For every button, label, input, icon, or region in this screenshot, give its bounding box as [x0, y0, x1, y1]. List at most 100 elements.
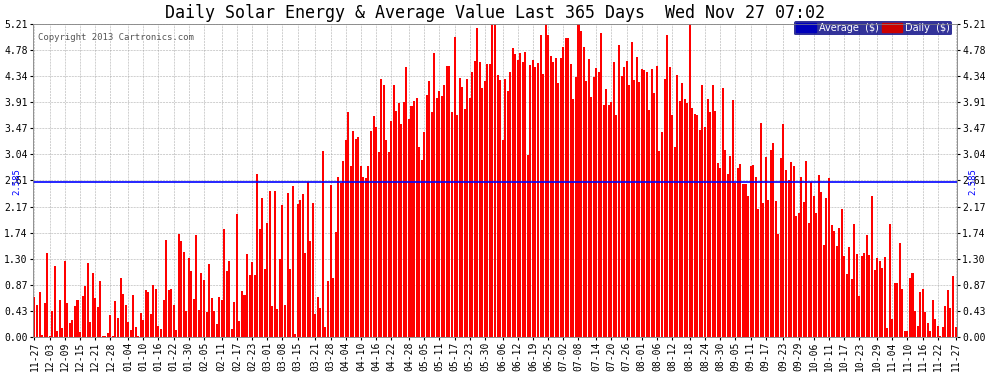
- Bar: [258, 230, 260, 337]
- Bar: [552, 62, 554, 337]
- Bar: [901, 290, 904, 337]
- Bar: [782, 124, 784, 337]
- Bar: [772, 143, 774, 337]
- Bar: [808, 224, 810, 337]
- Bar: [274, 191, 276, 337]
- Bar: [863, 253, 865, 337]
- Bar: [431, 112, 433, 337]
- Bar: [49, 336, 50, 337]
- Bar: [125, 305, 127, 337]
- Bar: [940, 336, 941, 337]
- Bar: [486, 64, 488, 337]
- Bar: [912, 273, 914, 337]
- Bar: [317, 297, 319, 337]
- Bar: [899, 243, 901, 337]
- Bar: [522, 62, 524, 337]
- Bar: [279, 259, 281, 337]
- Bar: [456, 115, 458, 337]
- Bar: [390, 121, 392, 337]
- Bar: [343, 161, 345, 337]
- Bar: [949, 308, 951, 337]
- Bar: [514, 54, 516, 337]
- Bar: [497, 75, 499, 337]
- Bar: [543, 74, 545, 337]
- Bar: [446, 66, 447, 337]
- Bar: [787, 180, 790, 337]
- Bar: [58, 300, 60, 337]
- Bar: [208, 264, 210, 337]
- Bar: [229, 261, 231, 337]
- Bar: [476, 28, 478, 337]
- Bar: [886, 328, 888, 337]
- Bar: [269, 191, 271, 337]
- Bar: [451, 111, 453, 337]
- Bar: [320, 308, 322, 337]
- Bar: [388, 152, 390, 337]
- Bar: [904, 331, 906, 337]
- Bar: [504, 79, 506, 337]
- Bar: [517, 60, 519, 337]
- Bar: [653, 93, 655, 337]
- Bar: [922, 289, 924, 337]
- Bar: [572, 99, 574, 337]
- Bar: [588, 59, 590, 337]
- Bar: [686, 103, 688, 337]
- Bar: [175, 330, 177, 337]
- Bar: [770, 150, 772, 337]
- Bar: [221, 300, 223, 337]
- Bar: [218, 297, 220, 337]
- Bar: [304, 253, 306, 337]
- Bar: [234, 302, 236, 337]
- Bar: [416, 98, 418, 337]
- Bar: [79, 332, 81, 337]
- Bar: [559, 58, 561, 337]
- Bar: [241, 291, 243, 337]
- Bar: [231, 329, 233, 337]
- Bar: [180, 240, 182, 337]
- Bar: [873, 270, 875, 337]
- Bar: [603, 105, 605, 337]
- Bar: [878, 261, 881, 337]
- Bar: [411, 106, 413, 337]
- Text: 2.585: 2.585: [969, 168, 978, 195]
- Bar: [684, 99, 686, 337]
- Bar: [354, 139, 356, 337]
- Bar: [580, 30, 582, 337]
- Bar: [338, 177, 340, 337]
- Bar: [889, 224, 891, 337]
- Bar: [608, 105, 610, 337]
- Bar: [868, 255, 870, 337]
- Bar: [198, 310, 200, 337]
- Bar: [527, 154, 529, 337]
- Bar: [621, 76, 623, 337]
- Bar: [418, 147, 420, 337]
- Bar: [213, 311, 215, 337]
- Bar: [286, 192, 288, 337]
- Bar: [737, 168, 739, 337]
- Bar: [709, 112, 711, 337]
- Bar: [891, 320, 893, 337]
- Bar: [236, 214, 238, 337]
- Bar: [117, 318, 119, 337]
- Bar: [881, 268, 883, 337]
- Bar: [362, 177, 364, 337]
- Bar: [115, 301, 117, 337]
- Bar: [919, 292, 921, 337]
- Bar: [605, 89, 607, 337]
- Bar: [935, 318, 937, 337]
- Bar: [757, 209, 759, 337]
- Bar: [704, 127, 706, 337]
- Bar: [247, 254, 248, 337]
- Bar: [172, 305, 174, 337]
- Bar: [406, 67, 408, 337]
- Bar: [370, 131, 372, 337]
- Bar: [525, 52, 527, 337]
- Bar: [393, 85, 395, 337]
- Bar: [833, 231, 836, 337]
- Bar: [661, 132, 663, 337]
- Bar: [423, 132, 425, 337]
- Bar: [676, 75, 678, 337]
- Bar: [644, 70, 645, 337]
- Bar: [206, 312, 208, 337]
- Bar: [436, 98, 438, 337]
